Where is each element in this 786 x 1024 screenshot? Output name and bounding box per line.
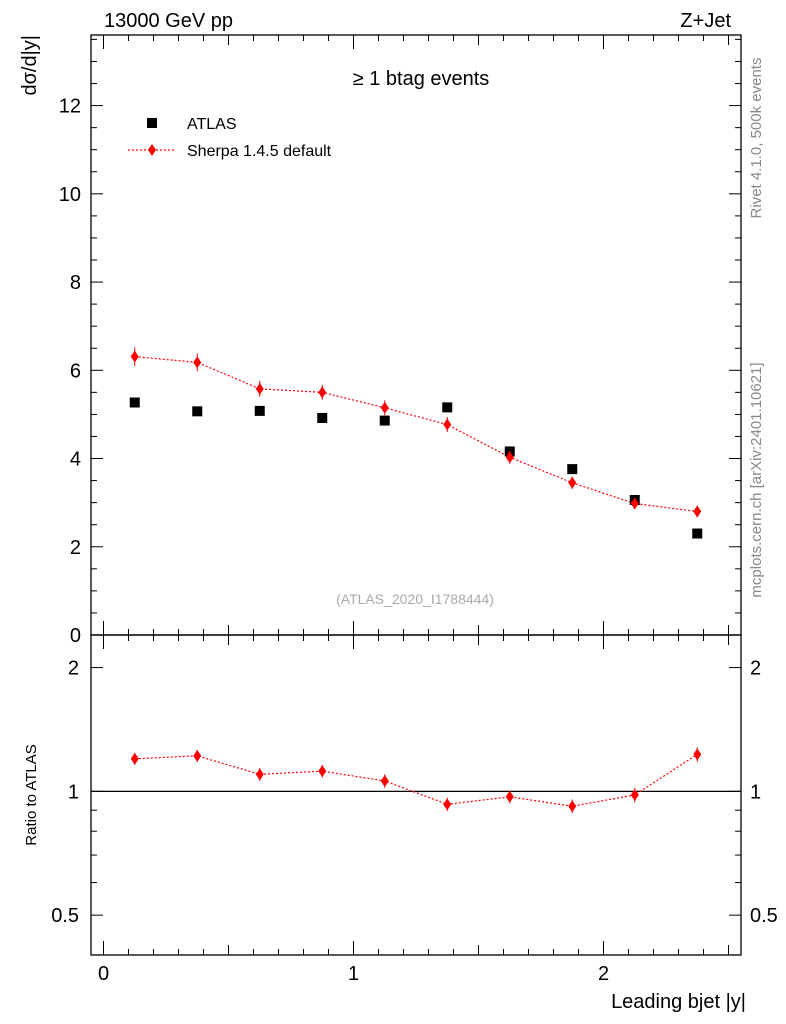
ratio-y-tick-label-left: 0.5 [51, 905, 79, 927]
x-tick-label: 1 [348, 963, 359, 985]
ratio-y-tick-label-left: 2 [68, 658, 79, 680]
main-y-tick-label: 4 [70, 449, 81, 471]
x-tick-label: 0 [98, 963, 109, 985]
atlas-point [692, 528, 703, 539]
x-axis-label: Leading bjet |y| [611, 991, 746, 1013]
sherpa-point [255, 382, 264, 395]
x-tick-label: 2 [598, 963, 609, 985]
atlas-point [567, 464, 578, 475]
ratio-point [193, 749, 202, 762]
main-y-tick-label: 0 [70, 625, 81, 647]
plot-title: ≥ 1 btag events [353, 68, 490, 90]
ratio-point [380, 774, 389, 787]
atlas-point [442, 402, 453, 413]
legend-atlas-label: ATLAS [187, 116, 237, 133]
sherpa-point [568, 476, 577, 489]
legend-sherpa-label: Sherpa 1.4.5 default [187, 143, 332, 160]
sherpa-point [505, 451, 514, 464]
sherpa-line [134, 356, 698, 513]
ratio-panel-frame [90, 634, 742, 956]
ratio-point [568, 800, 577, 813]
atlas-point [317, 412, 328, 423]
sherpa-point [318, 386, 327, 399]
main-ylabel: dσ/d|y| [19, 35, 41, 96]
main-y-tick-label: 12 [59, 96, 81, 118]
atlas-point [254, 405, 265, 416]
ratio-ylabel: Ratio to ATLAS [23, 744, 40, 845]
atlas-point [192, 406, 203, 417]
ratio-point [443, 798, 452, 811]
ratio-y-tick-label-right: 1 [750, 781, 761, 803]
header-left: 13000 GeV pp [104, 10, 233, 32]
rivet-label: Rivet 4.1.0, 500k events [748, 58, 765, 219]
ratio-data-layer [130, 747, 702, 814]
atlas-point [129, 397, 140, 408]
legend-sherpa-marker [148, 144, 156, 156]
ratio-point [505, 790, 514, 803]
legend-atlas-marker [147, 118, 157, 128]
ratio-point [130, 752, 139, 765]
sherpa-point [693, 505, 702, 518]
header-right: Z+Jet [680, 10, 731, 32]
main-y-tick-label: 10 [59, 184, 81, 206]
sherpa-point [443, 418, 452, 431]
main-data-layer [129, 347, 703, 539]
analysis-watermark: (ATLAS_2020_I1788444) [336, 591, 494, 607]
main-y-tick-label: 8 [70, 272, 81, 294]
ratio-y-tick-label-right: 0.5 [750, 905, 778, 927]
sherpa-point [130, 350, 139, 363]
ratio-point [255, 768, 264, 781]
sherpa-point [380, 401, 389, 414]
sherpa-point [193, 356, 202, 369]
ratio-point [318, 765, 327, 778]
ratio-y-tick-label-right: 2 [750, 658, 761, 680]
sherpa-point [630, 497, 639, 510]
main-y-tick-label: 6 [70, 360, 81, 382]
atlas-point [379, 415, 390, 426]
mcplots-label: mcplots.cern.ch [arXiv:2401.10621] [748, 362, 765, 597]
ratio-point [693, 748, 702, 761]
ratio-point [630, 788, 639, 801]
ratio-y-tick-label-left: 1 [68, 781, 79, 803]
ratio-sherpa-line [134, 753, 698, 807]
main-y-tick-label: 2 [70, 537, 81, 559]
